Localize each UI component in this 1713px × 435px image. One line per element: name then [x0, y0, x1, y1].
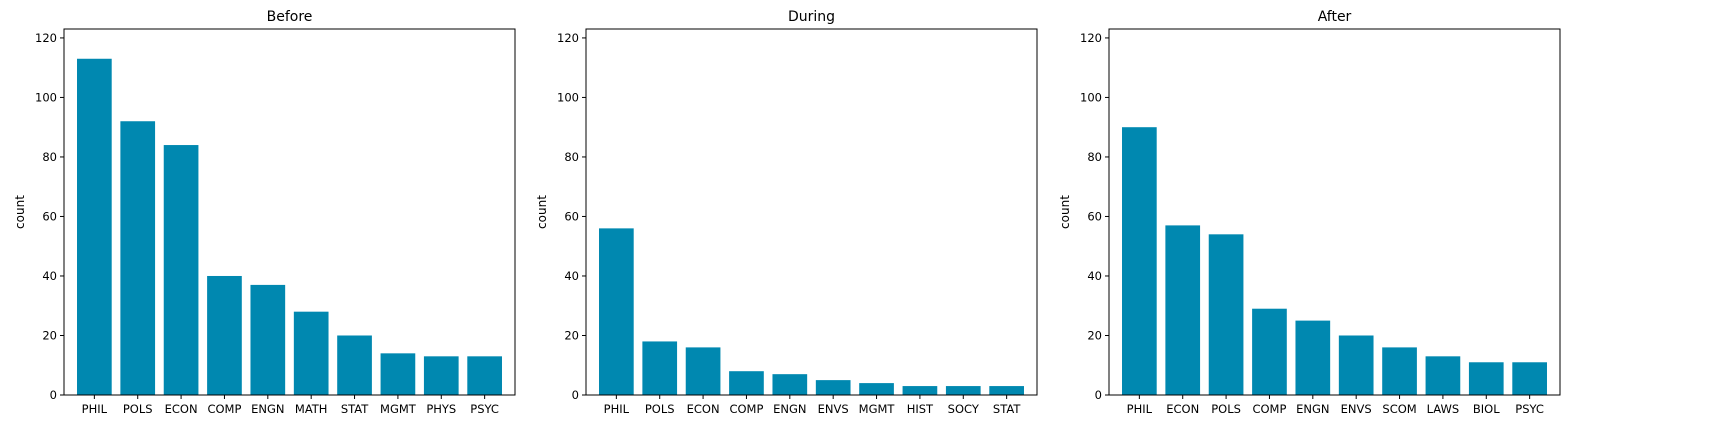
bar-before-pols: [120, 121, 156, 396]
bar-after-laws: [1425, 356, 1461, 395]
bar-before-stat: [337, 335, 372, 395]
chart-panel-before: 0 20 40 60 80 100 120 PHIL POLS ECON COMP ENGN MATH S…: [13, 9, 516, 416]
x-tick-label: BIOL: [1473, 402, 1500, 416]
y-tick-label: 80: [1087, 150, 1102, 164]
bar-after-envs: [1338, 335, 1374, 395]
bar-before-engn: [250, 284, 286, 395]
x-tick-label: ENVS: [1341, 402, 1372, 416]
y-tick-label: 120: [557, 31, 579, 45]
x-tick-label: PSYC: [1515, 402, 1544, 416]
x-tick-label: HIST: [907, 402, 934, 416]
chart-panel-during: 0 20 40 60 80 100 120 PHIL POLS ECON COMP ENGN ENVS M…: [535, 9, 1038, 416]
x-tick-label: MGMT: [380, 402, 417, 416]
x-tick-label: COMP: [729, 402, 763, 416]
x-tick-label: PHYS: [426, 402, 456, 416]
bar-before-mgmt: [380, 353, 416, 395]
x-tick-label: ENGN: [1296, 402, 1329, 416]
bar-during-engn: [772, 374, 808, 395]
y-tick-label: 60: [564, 209, 579, 223]
y-tick-label: 120: [1080, 31, 1102, 45]
bar-during-hist: [902, 386, 938, 395]
bar-after-comp: [1252, 308, 1287, 395]
x-tick-label: STAT: [993, 402, 1021, 416]
y-tick-label: 100: [1080, 90, 1102, 104]
x-tick-label: PHIL: [82, 402, 108, 416]
chart-title: Before: [267, 9, 313, 25]
x-tick-label: LAWS: [1427, 402, 1460, 416]
bar-after-phil: [1122, 127, 1157, 395]
y-tick-label: 40: [42, 269, 57, 283]
y-tick-label: 100: [35, 90, 57, 104]
bar-before-phys: [423, 356, 459, 395]
x-tick-label: POLS: [1211, 402, 1241, 416]
y-tick-label: 20: [42, 328, 57, 342]
y-tick-label: 40: [1087, 269, 1102, 283]
bar-after-scom: [1382, 347, 1417, 395]
y-tick-label: 20: [564, 328, 579, 342]
bar-during-envs: [815, 380, 851, 395]
chart-panel-after: 0 20 40 60 80 100 120 PHIL ECON POLS COMP ENGN ENVS S…: [1058, 9, 1561, 416]
bar-during-pols: [642, 341, 678, 395]
x-tick-label: SOCY: [948, 402, 980, 416]
x-tick-label: ENGN: [251, 402, 284, 416]
x-tick-label: COMP: [1252, 402, 1286, 416]
bar-after-pols: [1208, 234, 1244, 395]
x-tick-label: ECON: [165, 402, 198, 416]
x-tick-label: ENGN: [773, 402, 806, 416]
plot-frame: [63, 28, 516, 396]
y-tick-label: 20: [1087, 328, 1102, 342]
y-tick-label: 120: [35, 31, 57, 45]
x-tick-label: PSYC: [470, 402, 499, 416]
y-tick-label: 60: [42, 209, 57, 223]
plot-frame: [585, 28, 1038, 396]
x-tick-label: POLS: [123, 402, 153, 416]
bar-during-comp: [729, 371, 764, 395]
y-axis-label: count: [13, 195, 27, 229]
y-tick-label: 0: [572, 388, 579, 402]
chart-title: After: [1318, 9, 1352, 25]
x-tick-label: ECON: [1166, 402, 1199, 416]
x-tick-label: COMP: [207, 402, 241, 416]
y-tick-label: 60: [1087, 209, 1102, 223]
bar-before-econ: [163, 145, 199, 395]
x-tick-label: SCOM: [1382, 402, 1416, 416]
x-tick-label: ENVS: [818, 402, 849, 416]
y-tick-label: 40: [564, 269, 579, 283]
y-tick-label: 0: [1095, 388, 1102, 402]
bar-during-stat: [989, 386, 1024, 395]
bar-before-comp: [207, 275, 242, 395]
bar-during-socy: [945, 386, 981, 395]
x-tick-label: MGMT: [859, 402, 896, 416]
x-tick-label: ECON: [687, 402, 720, 416]
x-tick-label: POLS: [645, 402, 675, 416]
bar-during-mgmt: [859, 383, 894, 395]
x-tick-label: PHIL: [604, 402, 630, 416]
bar-before-phil: [77, 58, 112, 395]
x-tick-label: STAT: [341, 402, 369, 416]
y-tick-label: 0: [50, 388, 57, 402]
plot-frame: [1108, 28, 1561, 396]
bar-after-biol: [1468, 362, 1504, 395]
y-tick-label: 100: [557, 90, 579, 104]
x-tick-label: PHIL: [1127, 402, 1153, 416]
bar-during-econ: [685, 347, 721, 395]
bar-before-math: [293, 311, 329, 395]
y-axis-label: count: [535, 195, 549, 229]
bar-after-engn: [1295, 320, 1331, 395]
bar-after-psyc: [1512, 362, 1547, 395]
chart-title: During: [788, 9, 835, 25]
y-axis-label: count: [1058, 195, 1072, 229]
y-tick-label: 80: [564, 150, 579, 164]
bar-during-phil: [599, 228, 634, 395]
x-tick-label: MATH: [295, 402, 328, 416]
y-tick-label: 80: [42, 150, 57, 164]
bar-before-psyc: [467, 356, 502, 395]
bar-after-econ: [1165, 225, 1201, 395]
